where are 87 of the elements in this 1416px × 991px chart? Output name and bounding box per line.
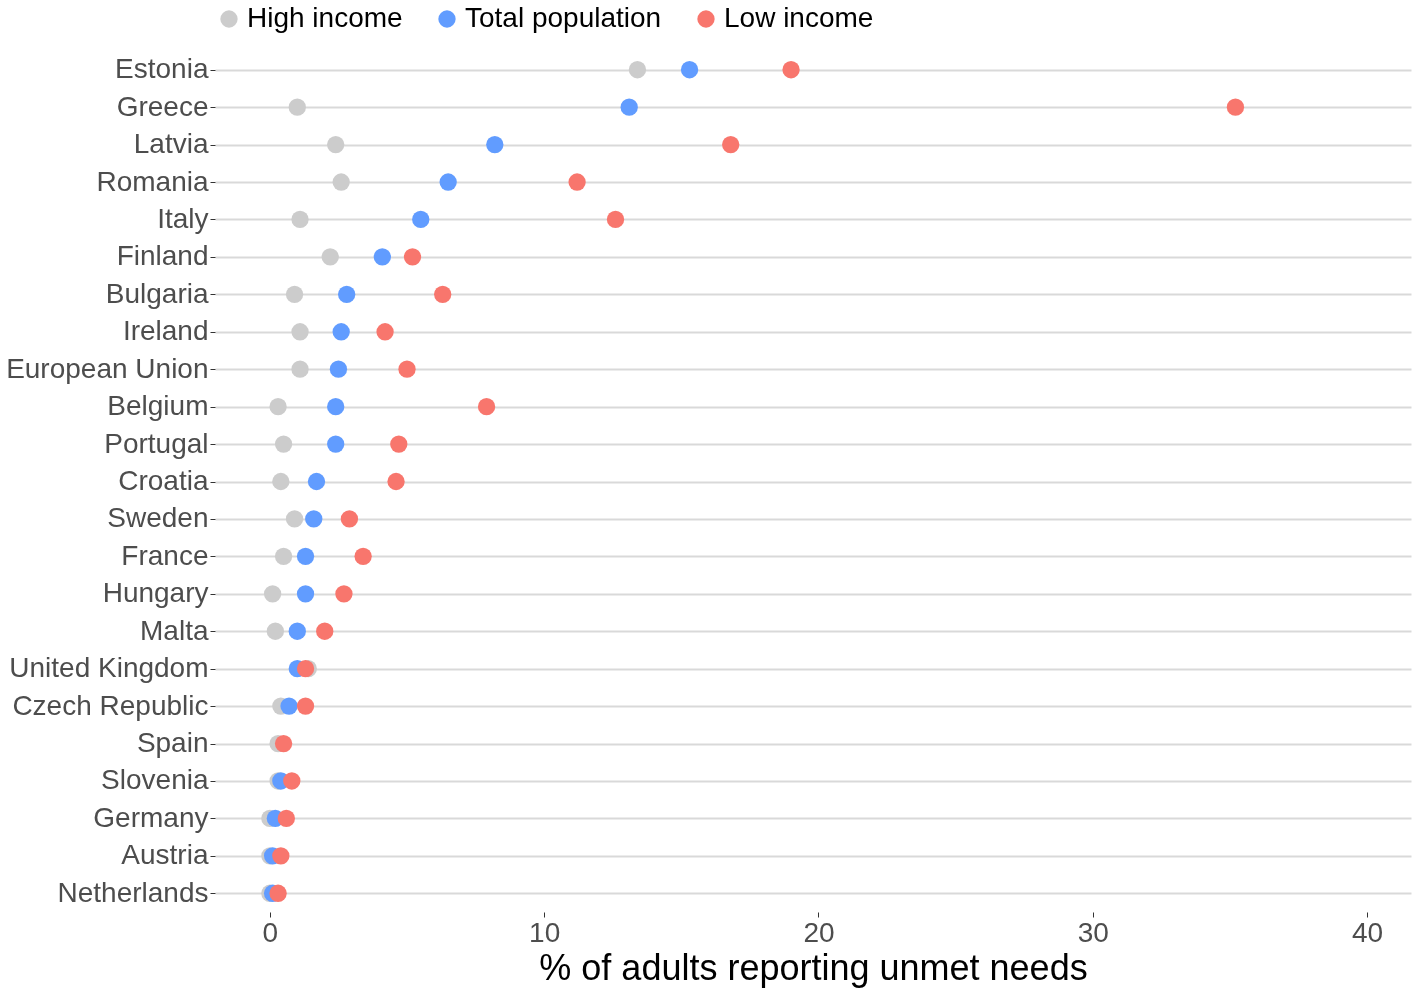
point bbox=[272, 847, 290, 865]
point bbox=[291, 360, 309, 378]
x-tick-label: 40 bbox=[1352, 916, 1384, 948]
y-tick-label: Belgium bbox=[107, 390, 209, 422]
point bbox=[332, 173, 350, 191]
point bbox=[269, 397, 287, 416]
y-tick-label: European Union bbox=[6, 352, 209, 384]
point bbox=[390, 435, 408, 453]
point bbox=[620, 98, 638, 116]
point bbox=[283, 772, 301, 790]
point bbox=[272, 472, 290, 491]
point bbox=[387, 472, 405, 491]
point bbox=[477, 397, 496, 416]
y-tick-label: Netherlands bbox=[57, 876, 209, 908]
point bbox=[274, 547, 293, 566]
point bbox=[291, 210, 309, 229]
point bbox=[327, 397, 345, 416]
y-tick-label: Austria bbox=[121, 839, 209, 871]
point bbox=[340, 510, 359, 528]
point bbox=[296, 547, 315, 566]
point bbox=[434, 285, 452, 303]
point bbox=[288, 622, 306, 640]
point bbox=[354, 547, 372, 566]
y-tick-label: Portugal bbox=[104, 427, 209, 459]
point bbox=[403, 248, 422, 266]
point bbox=[291, 323, 309, 341]
y-tick-label: Sweden bbox=[107, 502, 209, 534]
point bbox=[296, 585, 315, 603]
point bbox=[307, 472, 326, 491]
x-axis-title: % of adults reporting unmet needs bbox=[539, 946, 1088, 988]
y-tick-label: Greece bbox=[116, 90, 209, 122]
point bbox=[439, 173, 457, 191]
point bbox=[628, 61, 647, 79]
y-tick-label: Finland bbox=[116, 240, 209, 272]
y-tick-label: Czech Republic bbox=[12, 689, 209, 721]
point bbox=[316, 622, 334, 640]
point bbox=[412, 210, 430, 229]
y-tick-label: Romania bbox=[96, 165, 209, 197]
point bbox=[722, 135, 740, 154]
point bbox=[285, 510, 304, 528]
y-tick-label: Ireland bbox=[122, 315, 209, 347]
point bbox=[376, 323, 394, 341]
point bbox=[329, 360, 348, 378]
x-tick-label: 10 bbox=[529, 916, 561, 948]
point bbox=[373, 248, 391, 266]
point bbox=[274, 435, 293, 453]
y-tick-label: Slovenia bbox=[101, 764, 209, 796]
legend-label: High income bbox=[247, 2, 403, 33]
point bbox=[296, 697, 315, 715]
point bbox=[335, 585, 353, 603]
y-tick-label: Croatia bbox=[118, 465, 209, 496]
x-tick-label: 20 bbox=[803, 916, 835, 948]
point bbox=[285, 285, 304, 303]
y-tick-label: Hungary bbox=[102, 577, 209, 609]
point bbox=[321, 248, 339, 266]
y-tick-label: Bulgaria bbox=[105, 277, 209, 309]
point bbox=[274, 734, 293, 753]
point bbox=[280, 697, 298, 715]
y-tick-label: Latvia bbox=[133, 128, 209, 160]
y-tick-label: Malta bbox=[140, 614, 209, 646]
point bbox=[266, 622, 285, 640]
point bbox=[277, 809, 295, 828]
point bbox=[338, 285, 356, 303]
y-tick-label: Estonia bbox=[115, 53, 209, 85]
legend-label: Low income bbox=[724, 2, 874, 33]
point bbox=[782, 61, 800, 79]
point bbox=[606, 210, 625, 229]
point bbox=[398, 360, 416, 378]
point bbox=[1226, 98, 1245, 116]
point bbox=[327, 435, 345, 453]
legend-label: Total population bbox=[465, 2, 662, 33]
y-tick-label: Spain bbox=[136, 727, 209, 759]
y-tick-label: Germany bbox=[93, 801, 209, 833]
point bbox=[327, 135, 345, 154]
y-tick-label: United Kingdom bbox=[9, 652, 209, 684]
point bbox=[680, 61, 699, 79]
point bbox=[288, 98, 306, 116]
x-tick-label: 0 bbox=[262, 916, 279, 948]
point bbox=[263, 585, 282, 603]
point bbox=[332, 323, 350, 341]
point bbox=[269, 884, 287, 902]
point bbox=[568, 173, 586, 191]
y-tick-label: Italy bbox=[157, 202, 209, 234]
x-tick-label: 30 bbox=[1077, 916, 1109, 948]
point bbox=[305, 510, 323, 528]
y-tick-label: France bbox=[121, 539, 209, 571]
point bbox=[486, 135, 504, 154]
